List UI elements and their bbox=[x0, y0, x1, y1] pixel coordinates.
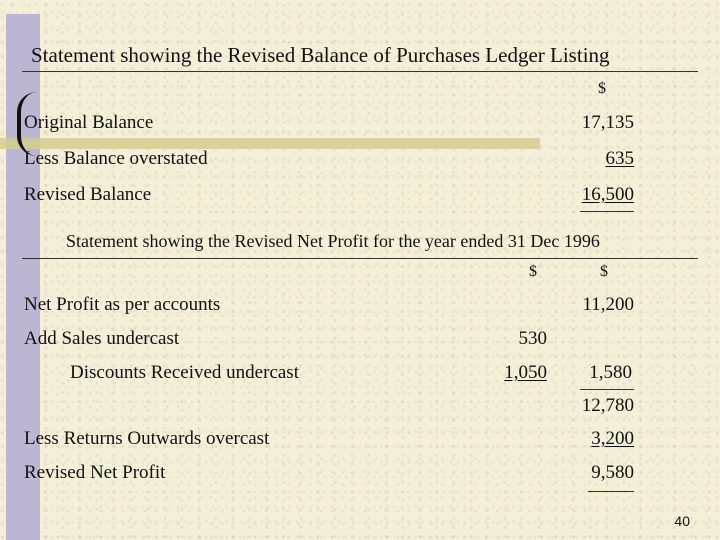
sales-undercast-amount: 530 bbox=[518, 328, 548, 349]
discounts-label: Discounts Received undercast bbox=[70, 362, 299, 383]
revised-balance-amount: 16,500 bbox=[581, 184, 634, 205]
sales-undercast-label: Add Sales undercast bbox=[24, 328, 180, 349]
profit-title: Statement showing the Revised Net Profit… bbox=[66, 231, 600, 251]
ledger-currency: $ bbox=[598, 80, 606, 97]
profit-currency-col2: $ bbox=[600, 263, 608, 280]
returns-overcast-amount: 3,200 bbox=[591, 428, 634, 449]
revised-net-profit-amount: 9,580 bbox=[591, 462, 634, 483]
original-balance-label: Original Balance bbox=[24, 112, 154, 133]
net-profit-label: Net Profit as per accounts bbox=[24, 294, 221, 315]
revised-balance-label: Revised Balance bbox=[24, 184, 152, 205]
decorative-bracket bbox=[17, 92, 37, 156]
revised-net-profit-rule bbox=[588, 491, 634, 492]
add-total-amount: 1,580 bbox=[589, 362, 632, 383]
balance-overstated-amount: 635 bbox=[605, 148, 635, 169]
returns-overcast-label: Less Returns Outwards overcast bbox=[24, 428, 270, 449]
discounts-amount: 1,050 bbox=[504, 362, 547, 383]
title-rule bbox=[22, 71, 698, 72]
ledger-title: Statement showing the Revised Balance of… bbox=[31, 43, 610, 67]
profit-currency-col1: $ bbox=[529, 263, 537, 280]
net-profit-amount: 11,200 bbox=[582, 294, 634, 315]
balance-overstated-label: Less Balance overstated bbox=[24, 148, 208, 169]
page-number: 40 bbox=[674, 513, 690, 529]
revised-net-profit-label: Revised Net Profit bbox=[24, 462, 166, 483]
revised-balance-double-rule bbox=[580, 211, 634, 212]
subtotal-amount: 12,780 bbox=[581, 395, 634, 416]
original-balance-amount: 17,135 bbox=[581, 112, 634, 133]
add-total-rule bbox=[580, 389, 634, 390]
decorative-horizontal-bar bbox=[0, 138, 540, 149]
profit-title-rule bbox=[22, 258, 698, 259]
